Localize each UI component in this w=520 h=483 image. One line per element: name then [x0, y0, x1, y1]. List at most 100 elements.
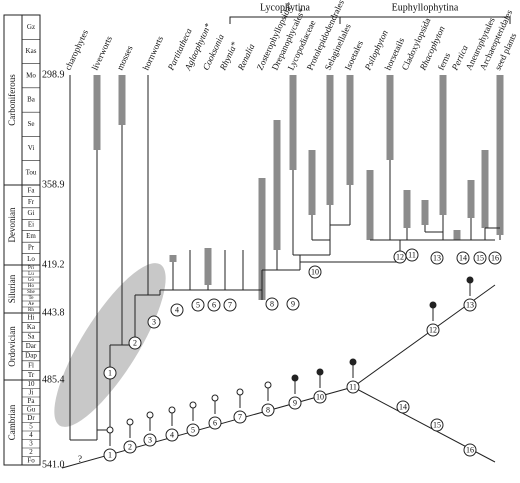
unknown-label: ?	[78, 454, 82, 464]
diagonal-node-label: 13	[466, 300, 474, 309]
range-bar	[204, 248, 212, 285]
clade-brackets	[229, 16, 511, 24]
stage-label: Tr	[28, 371, 35, 379]
tree-node-circle	[488, 251, 502, 265]
tree-node-circle	[128, 336, 142, 350]
stage-label: Tou	[26, 168, 37, 176]
sporangium-icon	[211, 394, 219, 402]
tree-node-label: 6	[212, 300, 216, 309]
age-label: 358.9	[42, 179, 65, 190]
diagonal-node-label: 11	[349, 382, 357, 391]
range-bar	[421, 200, 429, 225]
diagonal-node-label: 3	[148, 435, 152, 444]
tree-node-circle	[170, 303, 184, 317]
diagonal-node-circle	[261, 403, 275, 417]
stage-label: Ae	[28, 301, 35, 307]
diagonal-node-circle	[233, 410, 247, 424]
stage-label: Se	[28, 120, 35, 128]
sporangium-icon	[429, 301, 437, 309]
tree-node-label: 14	[459, 253, 467, 262]
tree-node-circle	[103, 366, 117, 380]
range-bar	[93, 75, 101, 150]
tree-node-label: 9	[291, 299, 295, 308]
period-label: Devonian	[7, 207, 17, 242]
age-label: 419.2	[42, 259, 65, 270]
period-label: Cambrian	[7, 404, 17, 440]
stage-label: Go	[28, 277, 35, 283]
stage-label: Fa	[28, 186, 36, 194]
stage-label: 10	[28, 380, 36, 388]
stage-label: Lo	[27, 255, 35, 263]
diagonal-node-label: 10	[316, 392, 324, 401]
diagonal-node-label: 8	[266, 405, 270, 414]
sporangium-icon	[466, 276, 474, 284]
range-bar	[496, 75, 504, 235]
taxon-label: liverworts	[90, 34, 115, 72]
sporangium-icon	[168, 406, 176, 414]
stage-label: 4	[29, 431, 33, 439]
diagonal-node-label: 4	[170, 430, 174, 439]
stage-label: Gi	[28, 209, 35, 217]
diagonal-node-circle	[123, 440, 137, 454]
stage-label: Ba	[27, 96, 36, 104]
tree-node-circle	[191, 298, 205, 312]
stage-label: Pri	[28, 265, 35, 271]
diagonal-node-circle	[463, 298, 477, 312]
tree-node-label: 15	[476, 253, 484, 262]
taxon-label: charophytes	[63, 28, 91, 72]
stage-label: Ei	[28, 221, 34, 229]
stage-label: Fl	[28, 361, 34, 369]
tree-node-circle	[207, 298, 221, 312]
stage-label: Gu	[27, 405, 36, 413]
stage-label: Mo	[26, 71, 36, 79]
sporangium-icon	[264, 381, 272, 389]
sporangium-icon	[236, 388, 244, 396]
clade-label: Lycophytina	[260, 2, 311, 13]
range-bar	[403, 190, 411, 228]
range-bar	[289, 75, 297, 170]
range-bar	[326, 75, 334, 205]
tree-node-label: 8	[270, 299, 274, 308]
stage-label: Vi	[28, 144, 35, 152]
diagonal-node-label: 12	[429, 325, 437, 334]
stage-label: 5	[29, 422, 33, 430]
clade-label: Euphyllophytina	[392, 2, 459, 13]
taxon-label: hornworts	[141, 34, 166, 72]
diagonal-node-circle	[165, 428, 179, 442]
tree-node-label: 7	[228, 300, 232, 309]
stage-label: 2	[29, 448, 33, 456]
range-bar	[467, 180, 475, 218]
period-label: Ordovician	[7, 326, 17, 367]
tree-node-label: 2	[133, 338, 137, 347]
range-bar	[258, 178, 266, 300]
range-bar	[481, 150, 489, 228]
stage-label: Pr	[28, 243, 35, 251]
stage-label: Kas	[26, 47, 37, 55]
stage-label: Te	[28, 295, 34, 301]
tree-node-label: 3	[152, 317, 156, 326]
diagonal-node-label: 5	[191, 425, 195, 434]
sporangium-icon	[106, 426, 114, 434]
diagonal-node-circle	[463, 443, 477, 457]
tree-node-circle	[473, 251, 487, 265]
range-bar	[273, 120, 281, 250]
diagonal-node-circle	[396, 400, 410, 414]
taxon-label: mosses	[115, 43, 135, 71]
tree-node-label: 5	[196, 300, 200, 309]
stage-label: Lu	[28, 271, 34, 277]
tree-node-label: 4	[175, 305, 179, 314]
stage-label: Gz	[27, 23, 35, 31]
tree-node-label: 12	[396, 252, 404, 261]
tree-node-circle	[147, 315, 161, 329]
diagonal-node-circle	[288, 396, 302, 410]
diagonal-node-label: 16	[466, 445, 474, 454]
range-bar	[386, 75, 394, 160]
tree-node-circle	[393, 250, 407, 264]
sporangium-icon	[146, 411, 154, 419]
tree-node-circle	[265, 297, 279, 311]
diagonal-node-label: 6	[213, 418, 217, 427]
stage-label: Hi	[28, 313, 35, 321]
sporangium-icon	[349, 358, 357, 366]
stage-label: Dr	[27, 414, 35, 422]
